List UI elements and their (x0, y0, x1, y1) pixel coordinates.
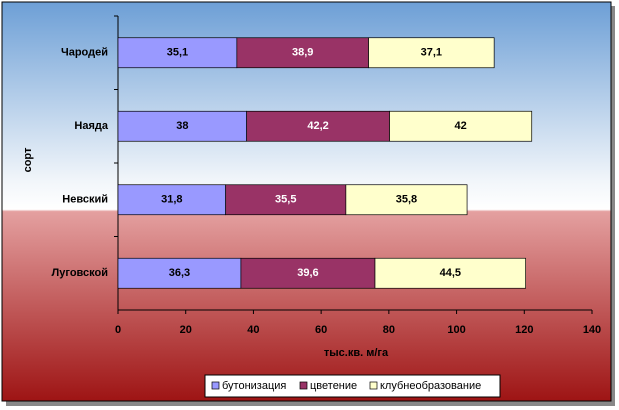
x-tick-label: 0 (115, 324, 121, 336)
legend-swatch (369, 381, 378, 390)
legend-swatch (299, 381, 308, 390)
data-label: 31,8 (161, 194, 182, 206)
x-tick-label: 140 (583, 324, 601, 336)
legend-label: клубнеобразование (380, 380, 481, 392)
y-tick-label: Чародей (61, 47, 108, 59)
data-label: 38 (176, 120, 188, 132)
data-label: 44,5 (440, 267, 461, 279)
legend-label: бутонизация (222, 380, 286, 392)
x-tick-label: 80 (383, 324, 395, 336)
y-tick-label: Наяда (74, 120, 108, 132)
bar-segment (117, 184, 227, 216)
x-axis-label: тыс.кв. м/га (324, 347, 389, 359)
data-label: 35,1 (167, 47, 188, 59)
data-label: 37,1 (421, 47, 442, 59)
data-label: 42 (455, 120, 467, 132)
legend-label: цветение (310, 380, 357, 392)
y-tick-label: Луговской (52, 267, 108, 279)
data-label: 36,3 (169, 267, 190, 279)
x-tick-label: 60 (315, 324, 327, 336)
bar-segment (117, 257, 242, 289)
data-label: 42,2 (307, 120, 328, 132)
y-axis-label: сорт (22, 147, 34, 172)
bar-segment (225, 184, 347, 216)
bar-segment (374, 257, 526, 289)
bar-segment (117, 37, 238, 69)
x-tick-label: 100 (447, 324, 465, 336)
data-label: 35,5 (275, 194, 296, 206)
bar-segment (236, 37, 369, 69)
x-tick-label: 40 (247, 324, 259, 336)
legend-swatch (211, 381, 220, 390)
y-tick-label: Невский (62, 194, 108, 206)
bar-segment (345, 184, 468, 216)
bar-segment (389, 110, 533, 142)
data-label: 38,9 (292, 47, 313, 59)
bar-segment (240, 257, 376, 289)
x-tick-label: 120 (515, 324, 533, 336)
data-label: 35,8 (396, 194, 417, 206)
bar-segment (246, 110, 390, 142)
bar-segment (368, 37, 495, 69)
x-tick-label: 20 (180, 324, 192, 336)
data-label: 39,6 (297, 267, 318, 279)
legend (204, 374, 501, 398)
